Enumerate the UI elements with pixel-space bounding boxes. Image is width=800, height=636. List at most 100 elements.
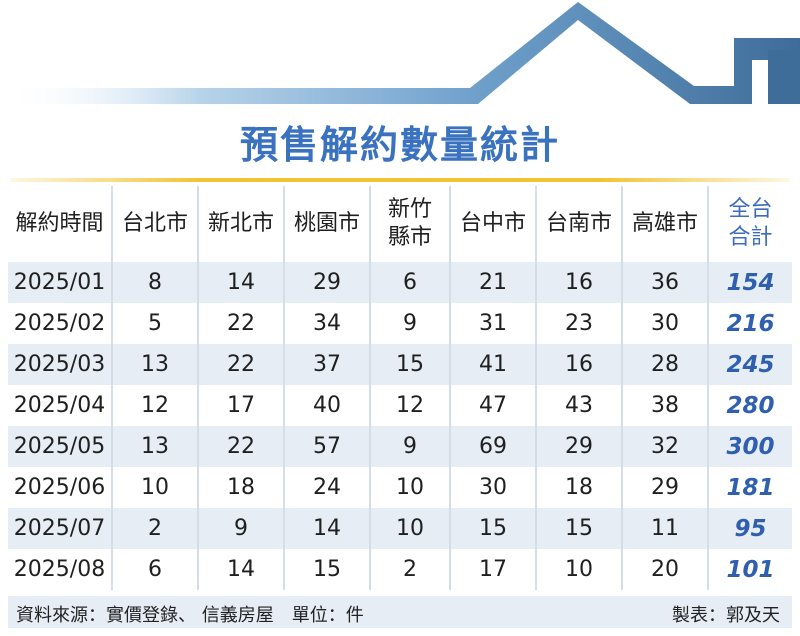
count-cell: 22 <box>197 344 284 385</box>
table-row: 2025/04 12 17 40 12 47 43 38 280 <box>8 385 792 426</box>
total-cell: 300 <box>707 426 792 467</box>
count-cell: 57 <box>283 426 370 467</box>
count-cell: 10 <box>369 508 450 549</box>
count-cell: 15 <box>449 508 536 549</box>
count-cell: 41 <box>449 344 536 385</box>
page-title: 預售解約數量統計 <box>239 123 560 167</box>
table-row: 2025/07 2 9 14 10 15 15 11 95 <box>8 508 792 549</box>
count-cell: 40 <box>283 385 370 426</box>
month-cell: 2025/02 <box>8 303 112 344</box>
column-header: 高雄市 <box>621 186 708 262</box>
count-cell: 29 <box>535 426 622 467</box>
count-cell: 18 <box>197 467 284 508</box>
column-header: 新竹 縣市 <box>369 186 450 262</box>
count-cell: 21 <box>449 262 536 303</box>
count-cell: 30 <box>449 467 536 508</box>
count-cell: 36 <box>621 262 708 303</box>
header-row: 解約時間 台北市 新北市 桃園市 新竹 縣市 台中市 台南市 高雄市 全台 合計 <box>8 186 792 262</box>
column-header: 解約時間 <box>15 211 104 236</box>
count-cell: 10 <box>369 467 450 508</box>
count-cell: 15 <box>283 549 370 590</box>
count-cell: 24 <box>283 467 370 508</box>
count-cell: 16 <box>535 344 622 385</box>
roof-graphic <box>0 2 800 104</box>
count-cell: 38 <box>621 385 708 426</box>
total-cell: 216 <box>707 303 792 344</box>
count-cell: 32 <box>621 426 708 467</box>
cancellation-table: 解約時間 台北市 新北市 桃園市 新竹 縣市 台中市 台南市 高雄市 全台 合計 2025/01 8 1… <box>8 186 792 590</box>
count-cell: 14 <box>197 549 284 590</box>
count-cell: 43 <box>535 385 622 426</box>
count-cell: 37 <box>283 344 370 385</box>
count-cell: 30 <box>621 303 708 344</box>
count-cell: 20 <box>621 549 708 590</box>
count-cell: 23 <box>535 303 622 344</box>
count-cell: 10 <box>535 549 622 590</box>
count-cell: 13 <box>111 426 198 467</box>
count-cell: 9 <box>369 426 450 467</box>
count-cell: 69 <box>449 426 536 467</box>
count-cell: 29 <box>283 262 370 303</box>
count-cell: 10 <box>111 467 198 508</box>
column-header: 全台 合計 <box>707 186 792 262</box>
table-row: 2025/01 8 14 29 6 21 16 36 154 <box>8 262 792 303</box>
column-header: 桃園市 <box>283 186 370 262</box>
table-row: 2025/08 6 14 15 2 17 10 20 101 <box>8 549 792 590</box>
count-cell: 16 <box>535 262 622 303</box>
month-cell: 2025/05 <box>8 426 112 467</box>
table-row: 2025/06 10 18 24 10 30 18 29 181 <box>8 467 792 508</box>
column-header: 台北市 <box>111 186 198 262</box>
count-cell: 15 <box>369 344 450 385</box>
total-cell: 280 <box>707 385 792 426</box>
count-cell: 17 <box>197 385 284 426</box>
count-cell: 22 <box>197 426 284 467</box>
roof-shape <box>0 2 800 104</box>
count-cell: 9 <box>197 508 284 549</box>
footer-bar: 資料來源：實價登錄、 信義房屋 單位：件 製表：郭及天 <box>8 596 792 628</box>
count-cell: 2 <box>369 549 450 590</box>
count-cell: 31 <box>449 303 536 344</box>
month-cell: 2025/03 <box>8 344 112 385</box>
month-cell: 2025/08 <box>8 549 112 590</box>
month-cell: 2025/01 <box>8 262 112 303</box>
count-cell: 8 <box>111 262 198 303</box>
total-cell: 95 <box>707 508 792 549</box>
table-row: 2025/05 13 22 57 9 69 29 32 300 <box>8 426 792 467</box>
total-cell: 154 <box>707 262 792 303</box>
count-cell: 2 <box>111 508 198 549</box>
count-cell: 29 <box>621 467 708 508</box>
count-cell: 11 <box>621 508 708 549</box>
table-body: 2025/01 8 14 29 6 21 16 36 154 2025/02 5 22 34 9 31 23 3… <box>8 262 792 590</box>
table-row: 2025/03 13 22 37 15 41 16 28 245 <box>8 344 792 385</box>
count-cell: 14 <box>197 262 284 303</box>
source-note: 資料來源：實價登錄、 信義房屋 單位：件 <box>16 605 364 626</box>
total-cell: 245 <box>707 344 792 385</box>
count-cell: 13 <box>111 344 198 385</box>
count-cell: 5 <box>111 303 198 344</box>
count-cell: 6 <box>369 262 450 303</box>
count-cell: 28 <box>621 344 708 385</box>
count-cell: 17 <box>449 549 536 590</box>
total-cell: 181 <box>707 467 792 508</box>
count-cell: 6 <box>111 549 198 590</box>
count-cell: 14 <box>283 508 370 549</box>
title-underline <box>10 178 790 182</box>
column-header: 新北市 <box>197 186 284 262</box>
table-row: 2025/02 5 22 34 9 31 23 30 216 <box>8 303 792 344</box>
credit-note: 製表：郭及天 <box>672 605 780 626</box>
count-cell: 22 <box>197 303 284 344</box>
month-cell: 2025/06 <box>8 467 112 508</box>
column-header: 台中市 <box>449 186 536 262</box>
count-cell: 12 <box>111 385 198 426</box>
month-cell: 2025/07 <box>8 508 112 549</box>
month-cell: 2025/04 <box>8 385 112 426</box>
count-cell: 12 <box>369 385 450 426</box>
count-cell: 18 <box>535 467 622 508</box>
count-cell: 34 <box>283 303 370 344</box>
total-cell: 101 <box>707 549 792 590</box>
count-cell: 47 <box>449 385 536 426</box>
column-header: 台南市 <box>535 186 622 262</box>
chimney-edge <box>768 50 800 104</box>
count-cell: 9 <box>369 303 450 344</box>
count-cell: 15 <box>535 508 622 549</box>
